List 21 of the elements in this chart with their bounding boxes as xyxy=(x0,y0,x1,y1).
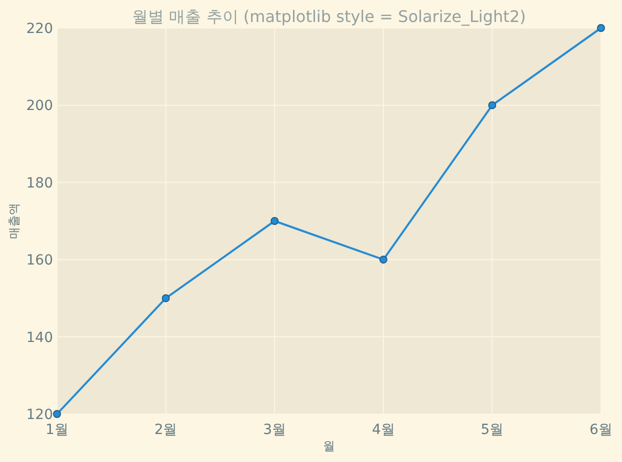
y-tick-label: 120 xyxy=(26,407,53,423)
y-tick-label: 180 xyxy=(26,175,53,192)
x-tick-label: 6월 xyxy=(590,422,612,438)
point xyxy=(379,256,388,264)
point xyxy=(53,410,61,418)
point xyxy=(162,294,170,302)
y-tick-label: 140 xyxy=(26,330,53,346)
x-tick-label: 5월 xyxy=(480,422,504,438)
chart-title: 월별 매출 추이 (matplotlib style = Solarize_Light2) xyxy=(132,7,526,26)
point xyxy=(270,217,279,225)
y-tick-label: 160 xyxy=(26,252,53,269)
point xyxy=(597,24,605,32)
y-tick-label: 220 xyxy=(26,21,53,37)
y-tick-label: 200 xyxy=(26,98,53,114)
y-axis-title: 매출액 xyxy=(7,203,21,239)
x-axis-title: 월 xyxy=(323,439,335,453)
point xyxy=(488,101,496,110)
x-tick-label: 1월 xyxy=(46,422,68,438)
x-tick-label: 4월 xyxy=(372,422,395,438)
x-tick-label: 2월 xyxy=(154,422,178,438)
x-tick-label: 3월 xyxy=(263,422,286,438)
